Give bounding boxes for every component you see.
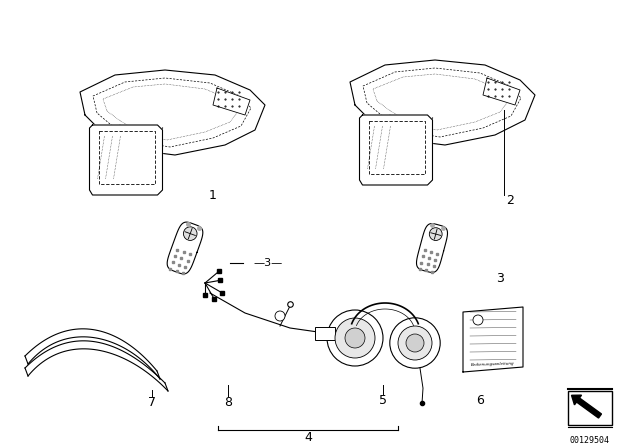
Circle shape <box>184 227 197 241</box>
Text: 2: 2 <box>506 194 514 207</box>
Text: 00129504: 00129504 <box>570 436 610 445</box>
Circle shape <box>327 310 383 366</box>
Circle shape <box>429 228 442 241</box>
Polygon shape <box>483 78 520 105</box>
Polygon shape <box>213 88 250 115</box>
Text: —3—: —3— <box>253 258 282 268</box>
Polygon shape <box>350 60 535 145</box>
Bar <box>315 327 335 340</box>
Text: 4: 4 <box>304 431 312 444</box>
Polygon shape <box>167 222 203 274</box>
Text: 8: 8 <box>224 396 232 409</box>
Text: Bedienungsanleitung: Bedienungsanleitung <box>471 361 515 367</box>
Polygon shape <box>463 307 523 372</box>
FancyArrow shape <box>572 395 602 418</box>
Text: 3: 3 <box>496 271 504 284</box>
Text: 7: 7 <box>148 396 156 409</box>
Polygon shape <box>90 125 163 195</box>
Polygon shape <box>360 115 433 185</box>
Circle shape <box>390 318 440 368</box>
Circle shape <box>345 328 365 348</box>
Text: 5: 5 <box>379 393 387 406</box>
Circle shape <box>473 315 483 325</box>
Circle shape <box>275 311 285 321</box>
Text: 6: 6 <box>476 393 484 406</box>
Polygon shape <box>80 70 265 155</box>
Bar <box>568 391 612 425</box>
Circle shape <box>406 334 424 352</box>
Circle shape <box>335 318 375 358</box>
Circle shape <box>398 326 432 360</box>
Polygon shape <box>417 224 447 272</box>
Text: 1: 1 <box>209 189 217 202</box>
